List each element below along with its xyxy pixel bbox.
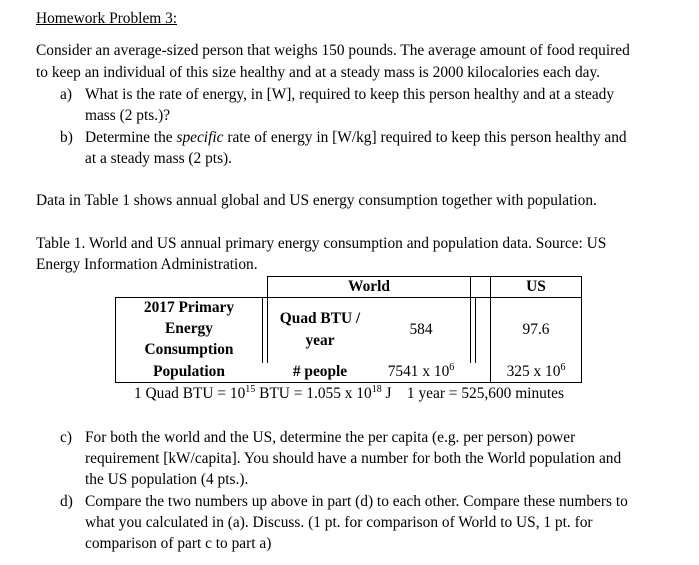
part-b-line-1-pre: Determine the <box>85 129 177 146</box>
row1-label-line-3: Consumption <box>144 341 234 358</box>
part-a-letter: a) <box>60 86 72 103</box>
table-col-divider-3 <box>470 277 471 363</box>
part-b-line-2: at a steady mass (2 pts). <box>85 150 233 167</box>
conversion-exp-2: 18 <box>371 384 382 395</box>
table-col-divider-2 <box>267 277 268 363</box>
part-b-letter: b) <box>60 129 73 146</box>
table-caption-line-2: Energy Information Administration. <box>36 256 258 273</box>
part-a-line-2: mass (2 pts.)? <box>85 107 171 124</box>
table-header-rule <box>115 297 582 298</box>
row2-unit: # people <box>292 363 348 380</box>
row1-label-line-1: 2017 Primary <box>143 299 235 316</box>
header-us: US <box>526 278 546 295</box>
part-c-line-3: the US population (4 pts.). <box>85 471 249 488</box>
row2-world-value: 7541 x 106 <box>372 362 470 382</box>
data-sentence: Data in Table 1 shows annual global and … <box>36 192 597 209</box>
page-title: Homework Problem 3: <box>36 10 178 27</box>
conversion-part-3: J 1 year = 525,600 minutes <box>381 385 564 402</box>
row2-label: Population <box>153 363 225 380</box>
part-c-letter: c) <box>60 429 72 446</box>
table-top-rule <box>267 276 582 277</box>
row2-world-exp: 6 <box>449 362 455 373</box>
row2-us-base: 325 x 10 <box>506 363 561 380</box>
conversion-line: 1 Quad BTU = 1015 BTU = 1.055 x 1018 J 1… <box>134 383 564 404</box>
row1-world-value: 584 <box>409 321 433 338</box>
conversion-part-2: BTU = 1.055 x 10 <box>255 385 372 402</box>
part-b-line-1-post: rate of energy in [W/kg] required to kee… <box>223 129 627 146</box>
part-c-line-2: requirement [kW/capita]. You should have… <box>85 450 622 467</box>
row2-world-base: 7541 x 10 <box>387 363 450 380</box>
row2-us-exp: 6 <box>560 362 566 373</box>
intro-line-2: to keep an individual of this size healt… <box>36 64 601 81</box>
conversion-part-1: 1 Quad BTU = 10 <box>134 385 246 402</box>
table-col-divider-4 <box>475 297 476 363</box>
table-col-divider-1 <box>262 297 263 363</box>
part-a-line-1: What is the rate of energy, in [W], requ… <box>85 86 615 103</box>
part-d-line-1: Compare the two numbers up above in part… <box>85 493 628 510</box>
row1-unit-line-1: Quad BTU / <box>279 310 361 327</box>
row1-us-value: 97.6 <box>522 321 550 338</box>
row2-us-value: 325 x 106 <box>491 362 581 382</box>
part-c-line-1: For both the world and the US, determine… <box>85 429 576 446</box>
table-bottom-rule <box>115 382 582 383</box>
part-d-letter: d) <box>60 493 73 510</box>
row1-unit-line-2: year <box>305 332 335 349</box>
part-b-line-1: Determine the specific rate of energy in… <box>85 127 627 148</box>
part-d-line-2: what you calculated in (a). Discuss. (1 … <box>85 514 593 531</box>
header-world: World <box>348 278 390 295</box>
part-b-specific-word: specific <box>176 129 224 146</box>
table-right-border <box>581 277 582 383</box>
row1-label-line-2: Energy <box>165 320 213 337</box>
table-left-border <box>115 297 116 383</box>
table-col-divider-5 <box>490 277 491 383</box>
part-d-line-3: comparison of part c to part a) <box>85 535 272 552</box>
conversion-exp-1: 15 <box>245 384 256 395</box>
table-caption-line-1: Table 1. World and US annual primary ene… <box>36 235 607 252</box>
intro-line-1: Consider an average-sized person that we… <box>36 42 630 59</box>
